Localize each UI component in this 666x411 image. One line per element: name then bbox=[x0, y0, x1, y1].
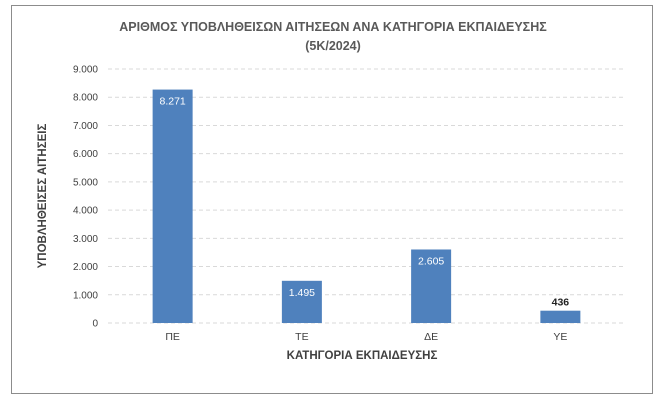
data-label: 1.495 bbox=[289, 287, 315, 299]
data-label: 8.271 bbox=[159, 96, 185, 108]
y-tick-label: 2.000 bbox=[73, 262, 98, 273]
x-tick-label: ΥΕ bbox=[553, 331, 567, 343]
y-tick-label: 3.000 bbox=[73, 234, 98, 245]
chart-title: ΑΡΙΘΜΟΣ ΥΠΟΒΛΗΘΕΙΣΩΝ ΑΙΤΗΣΕΩΝ ΑΝΑ ΚΑΤΗΓΟ… bbox=[119, 20, 547, 34]
data-labels: 8.271 1.495 2.605 436 bbox=[159, 96, 569, 309]
bar bbox=[152, 89, 193, 323]
y-tick-label: 0 bbox=[92, 319, 98, 330]
y-tick-label: 4.000 bbox=[73, 206, 98, 217]
x-tick-label: ΠΕ bbox=[165, 331, 180, 343]
x-axis-title: ΚΑΤΗΓΟΡΙΑ ΕΚΠΑΙΔΕΥΣΗΣ bbox=[287, 350, 438, 362]
y-tick-label: 8.000 bbox=[73, 93, 98, 104]
x-tick-labels: ΠΕ ΤΕ ΔΕ ΥΕ bbox=[165, 331, 567, 343]
bar bbox=[540, 310, 581, 323]
bar bbox=[411, 249, 452, 323]
y-tick-label: 9.000 bbox=[73, 65, 98, 76]
data-label: 2.605 bbox=[418, 255, 444, 267]
y-tick-label: 5.000 bbox=[73, 177, 98, 188]
y-tick-label: 6.000 bbox=[73, 149, 98, 160]
y-tick-labels: 0 1.000 2.000 3.000 4.000 5.000 6.000 7.000 8.00… bbox=[73, 65, 98, 330]
y-axis-title: ΥΠΟΒΛΗΘΕΙΣΕΣ ΑΙΤΗΣΕΙΣ bbox=[37, 124, 49, 269]
gridlines bbox=[108, 68, 625, 324]
bar bbox=[281, 280, 322, 323]
bars bbox=[152, 89, 581, 323]
x-tick-label: ΔΕ bbox=[424, 331, 438, 343]
y-tick-label: 1.000 bbox=[73, 290, 98, 301]
chart-subtitle: (5Κ/2024) bbox=[305, 39, 361, 53]
y-tick-label: 7.000 bbox=[73, 121, 98, 132]
x-tick-label: ΤΕ bbox=[295, 331, 308, 343]
chart-frame bbox=[11, 5, 653, 394]
data-label: 436 bbox=[552, 297, 570, 309]
